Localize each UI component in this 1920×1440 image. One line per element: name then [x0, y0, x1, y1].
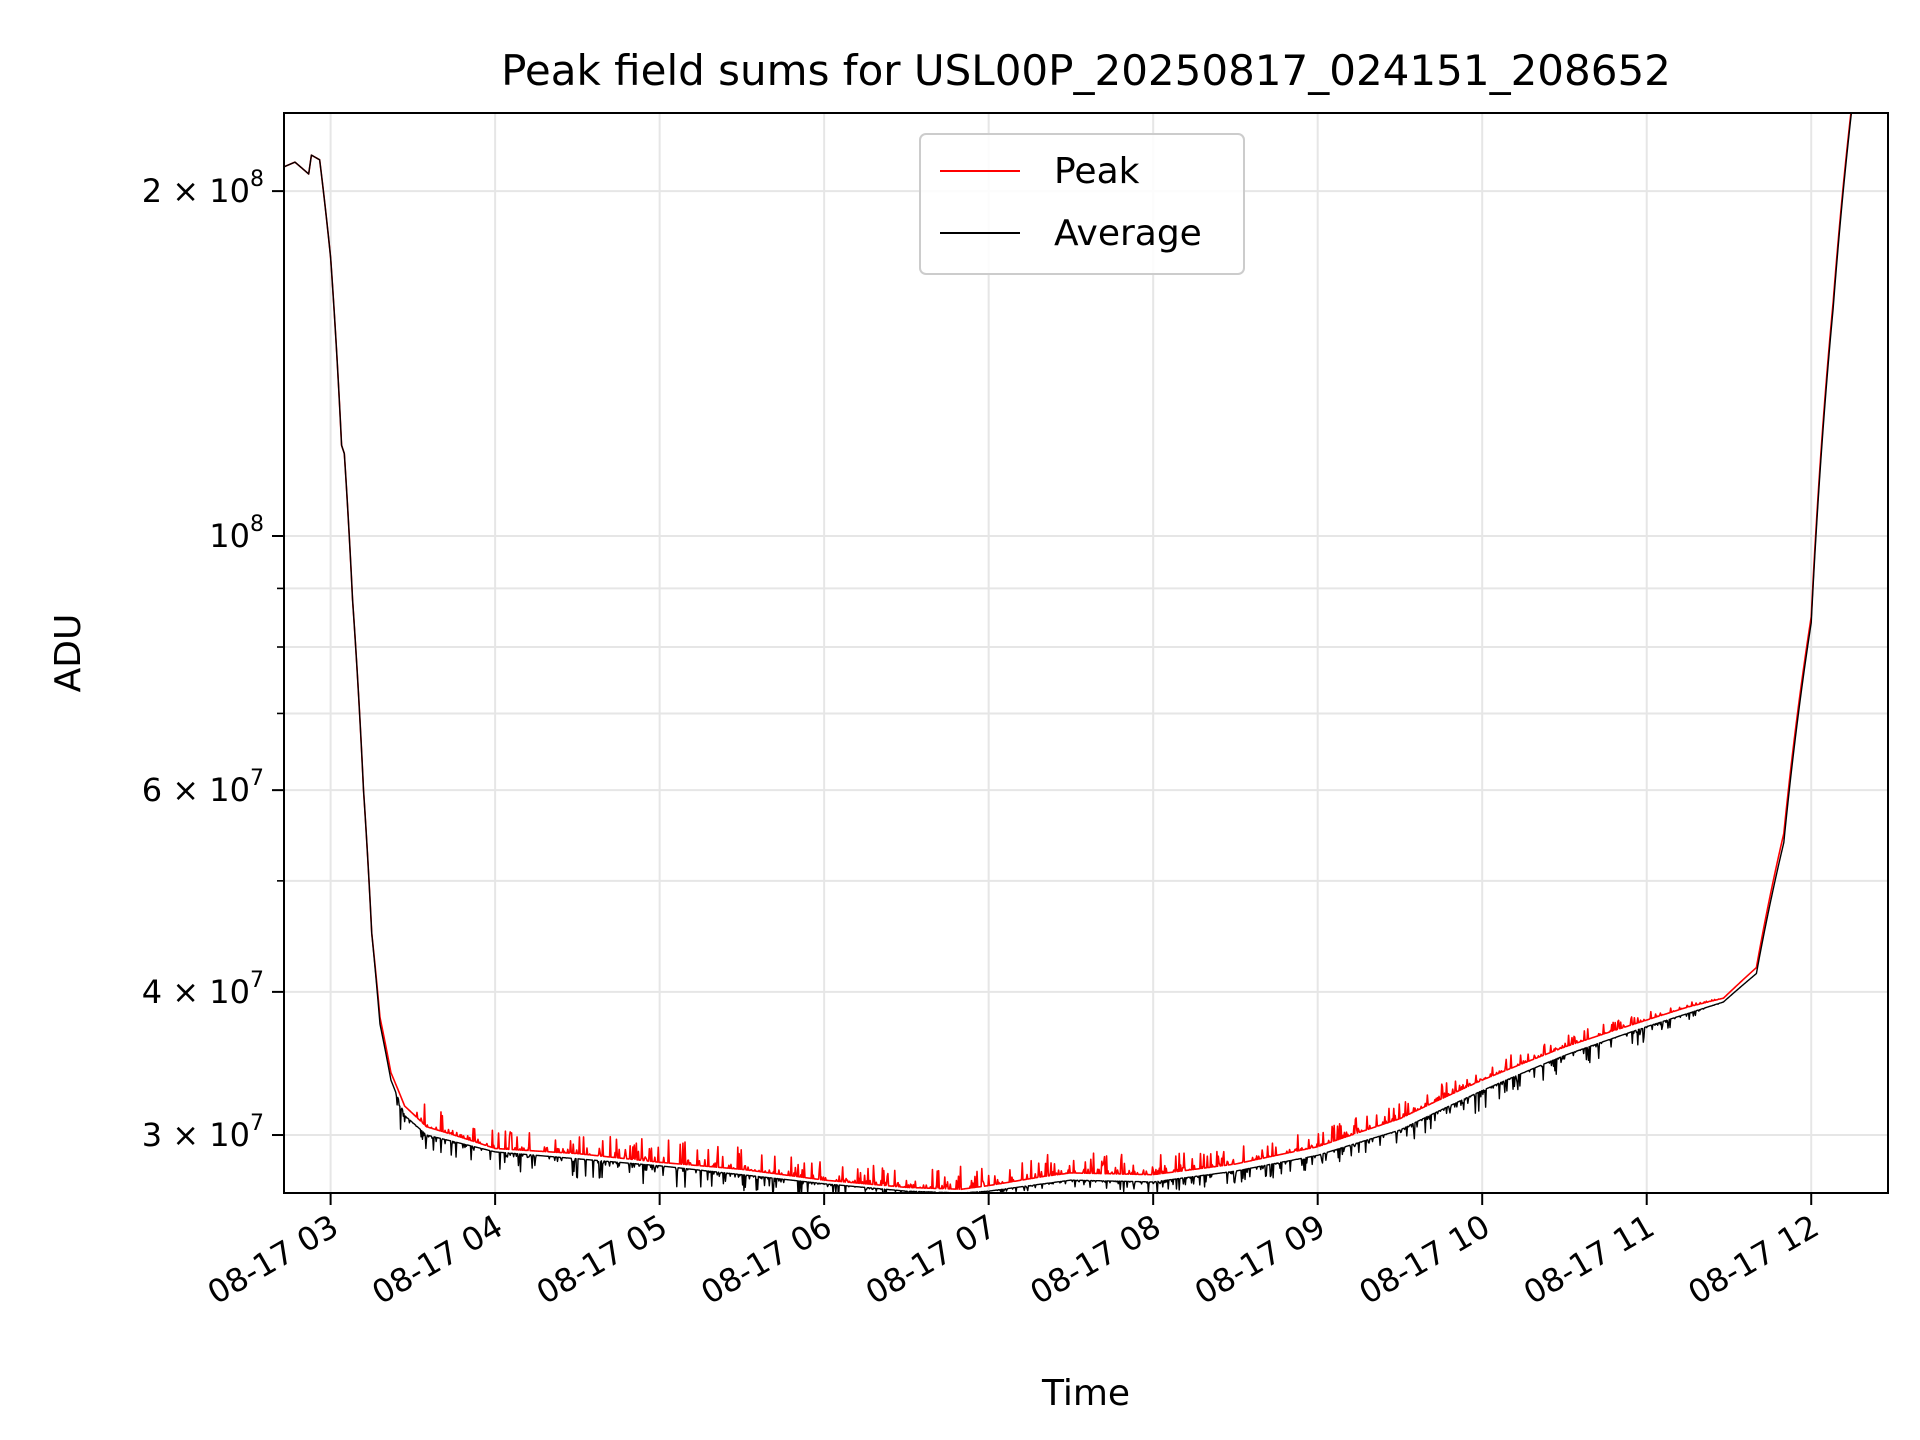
legend-box: [919, 133, 1245, 275]
series-layer: [284, 113, 1853, 1193]
series-line-average: [284, 113, 1853, 1193]
y-tick-label: 2 × 108: [142, 167, 264, 210]
chart-title: Peak field sums for USL00P_20250817_0241…: [501, 46, 1671, 95]
x-axis-label: Time: [1041, 1373, 1130, 1414]
legend-label-peak: Peak: [1054, 151, 1140, 192]
y-tick-label: 3 × 107: [142, 1111, 264, 1154]
y-tick-label: 108: [209, 512, 264, 555]
y-axis: 3 × 107 4 × 107 6 × 107 108 2 × 108: [142, 167, 284, 1154]
y-tick-label: 6 × 107: [142, 766, 264, 809]
legend-label-average: Average: [1054, 213, 1202, 254]
series-line-peak: [284, 113, 1852, 1191]
legend: Peak Average: [919, 133, 1245, 275]
grid: [284, 113, 1888, 1193]
plot-frame: [283, 112, 1889, 1194]
y-axis-label: ADU: [48, 614, 89, 693]
y-tick-label: 4 × 107: [142, 968, 264, 1011]
